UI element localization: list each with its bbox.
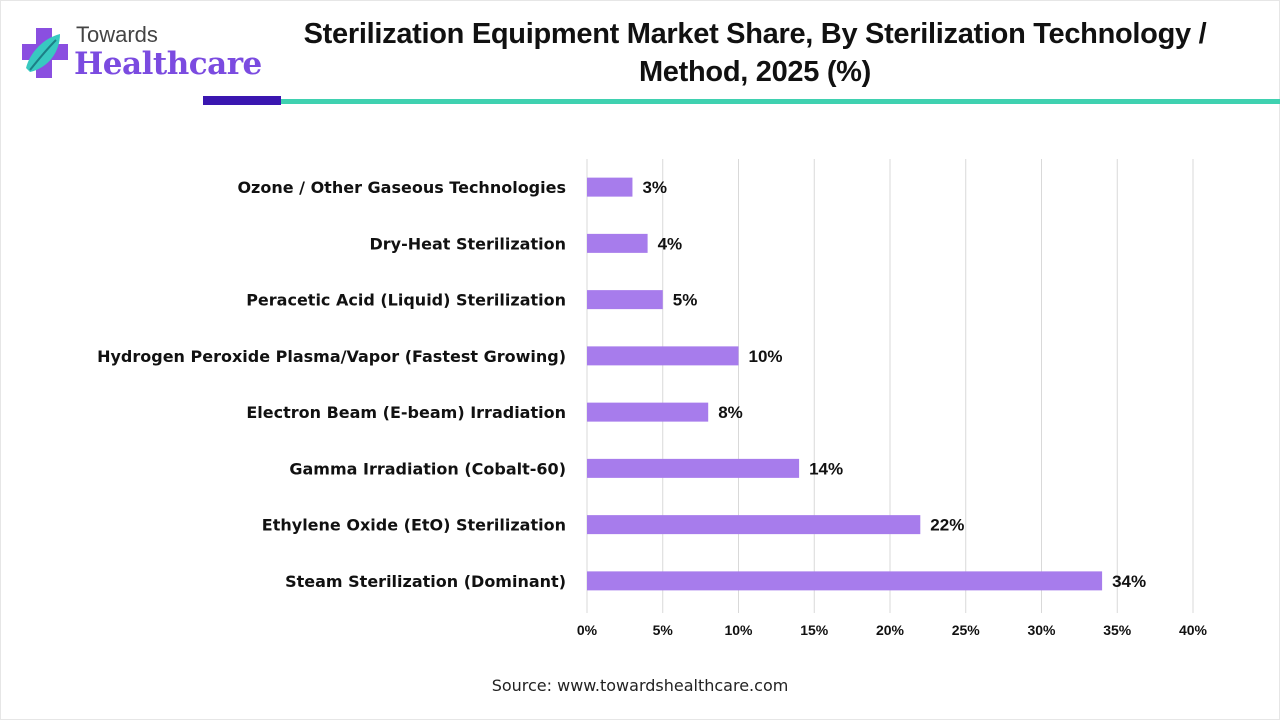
source-note: Source: www.towardshealthcare.com [491, 676, 789, 695]
data-label: 10% [749, 347, 783, 366]
data-label: 3% [642, 178, 667, 197]
x-tick-label: 30% [1027, 622, 1056, 638]
brand-towards: Towards [76, 22, 158, 47]
x-tick-label: 20% [876, 622, 905, 638]
data-label: 34% [1112, 572, 1146, 591]
category-label: Dry-Heat Sterilization [370, 234, 567, 253]
category-label: Gamma Irradiation (Cobalt-60) [289, 459, 566, 478]
x-tick-label: 5% [653, 622, 674, 638]
x-tick-label: 35% [1103, 622, 1132, 638]
data-label: 14% [809, 459, 843, 478]
category-label: Ethylene Oxide (EtO) Sterilization [262, 516, 566, 535]
title-underline-accent [203, 96, 281, 105]
bar [587, 290, 663, 310]
bar [587, 571, 1103, 591]
brand-healthcare: Healthcare [74, 46, 262, 82]
x-tick-label: 40% [1179, 622, 1208, 638]
x-tick-label: 0% [577, 622, 598, 638]
x-tick-label: 10% [724, 622, 753, 638]
x-tick-label: 25% [952, 622, 981, 638]
data-label: 4% [658, 234, 683, 253]
data-label: 8% [718, 403, 743, 422]
x-tick-label: 15% [800, 622, 829, 638]
category-label: Ozone / Other Gaseous Technologies [237, 178, 566, 197]
medical-cross-leaf-icon [22, 28, 68, 78]
data-label: 22% [930, 516, 964, 535]
brand-logo: Towards Healthcare [20, 20, 262, 86]
bar [587, 177, 633, 197]
bar [587, 346, 739, 366]
bar [587, 402, 709, 422]
category-label: Electron Beam (E-beam) Irradiation [246, 403, 566, 422]
bar [587, 233, 648, 253]
title-underline [281, 99, 1280, 104]
bar [587, 515, 921, 535]
bar [587, 458, 800, 478]
chart-title: Sterilization Equipment Market Share, By… [303, 18, 1207, 88]
category-label: Peracetic Acid (Liquid) Sterilization [246, 291, 566, 310]
data-label: 5% [673, 291, 698, 310]
category-label: Steam Sterilization (Dominant) [285, 572, 566, 591]
category-label: Hydrogen Peroxide Plasma/Vapor (Fastest … [97, 347, 566, 366]
